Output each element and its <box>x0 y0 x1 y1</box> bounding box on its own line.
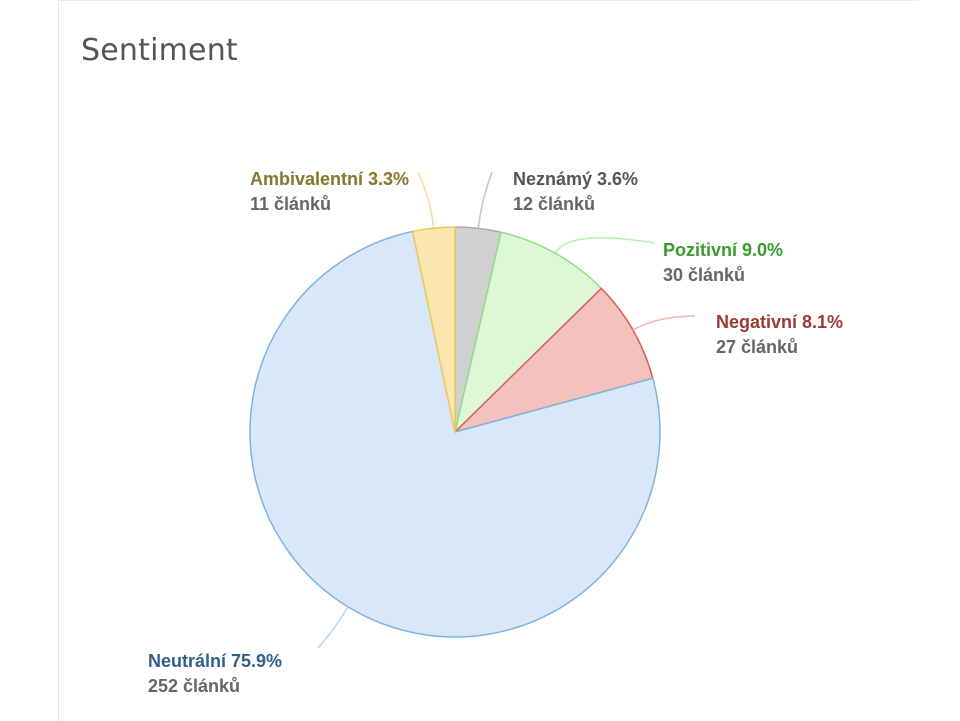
leader-line-neutrální <box>317 606 349 649</box>
slice-label-ambivalentní: Ambivalentní 3.3% <box>250 169 409 189</box>
leader-line-neznámý <box>477 171 493 229</box>
slice-label-negativní: Negativní 8.1% <box>716 312 843 332</box>
slice-count-pozitivní: 30 článků <box>663 265 745 285</box>
leader-line-pozitivní <box>554 237 656 254</box>
panel-title: Sentiment <box>81 33 238 68</box>
slice-count-ambivalentní: 11 článků <box>250 194 331 214</box>
slice-label-neznámý: Neznámý 3.6% <box>513 169 638 189</box>
slice-label-neutrální: Neutrální 75.9% <box>148 651 282 671</box>
leader-line-negativní <box>632 315 696 331</box>
pie-slice-negativní[interactable] <box>454 287 654 433</box>
slice-count-negativní: 27 článků <box>716 337 798 357</box>
slice-label-pozitivní: Pozitivní 9.0% <box>663 240 783 260</box>
slice-count-neutrální: 252 článků <box>148 676 240 696</box>
leader-line-ambivalentní <box>417 171 435 229</box>
pie-slice-pozitivní[interactable] <box>454 231 603 433</box>
slice-count-neznámý: 12 článků <box>513 194 595 214</box>
